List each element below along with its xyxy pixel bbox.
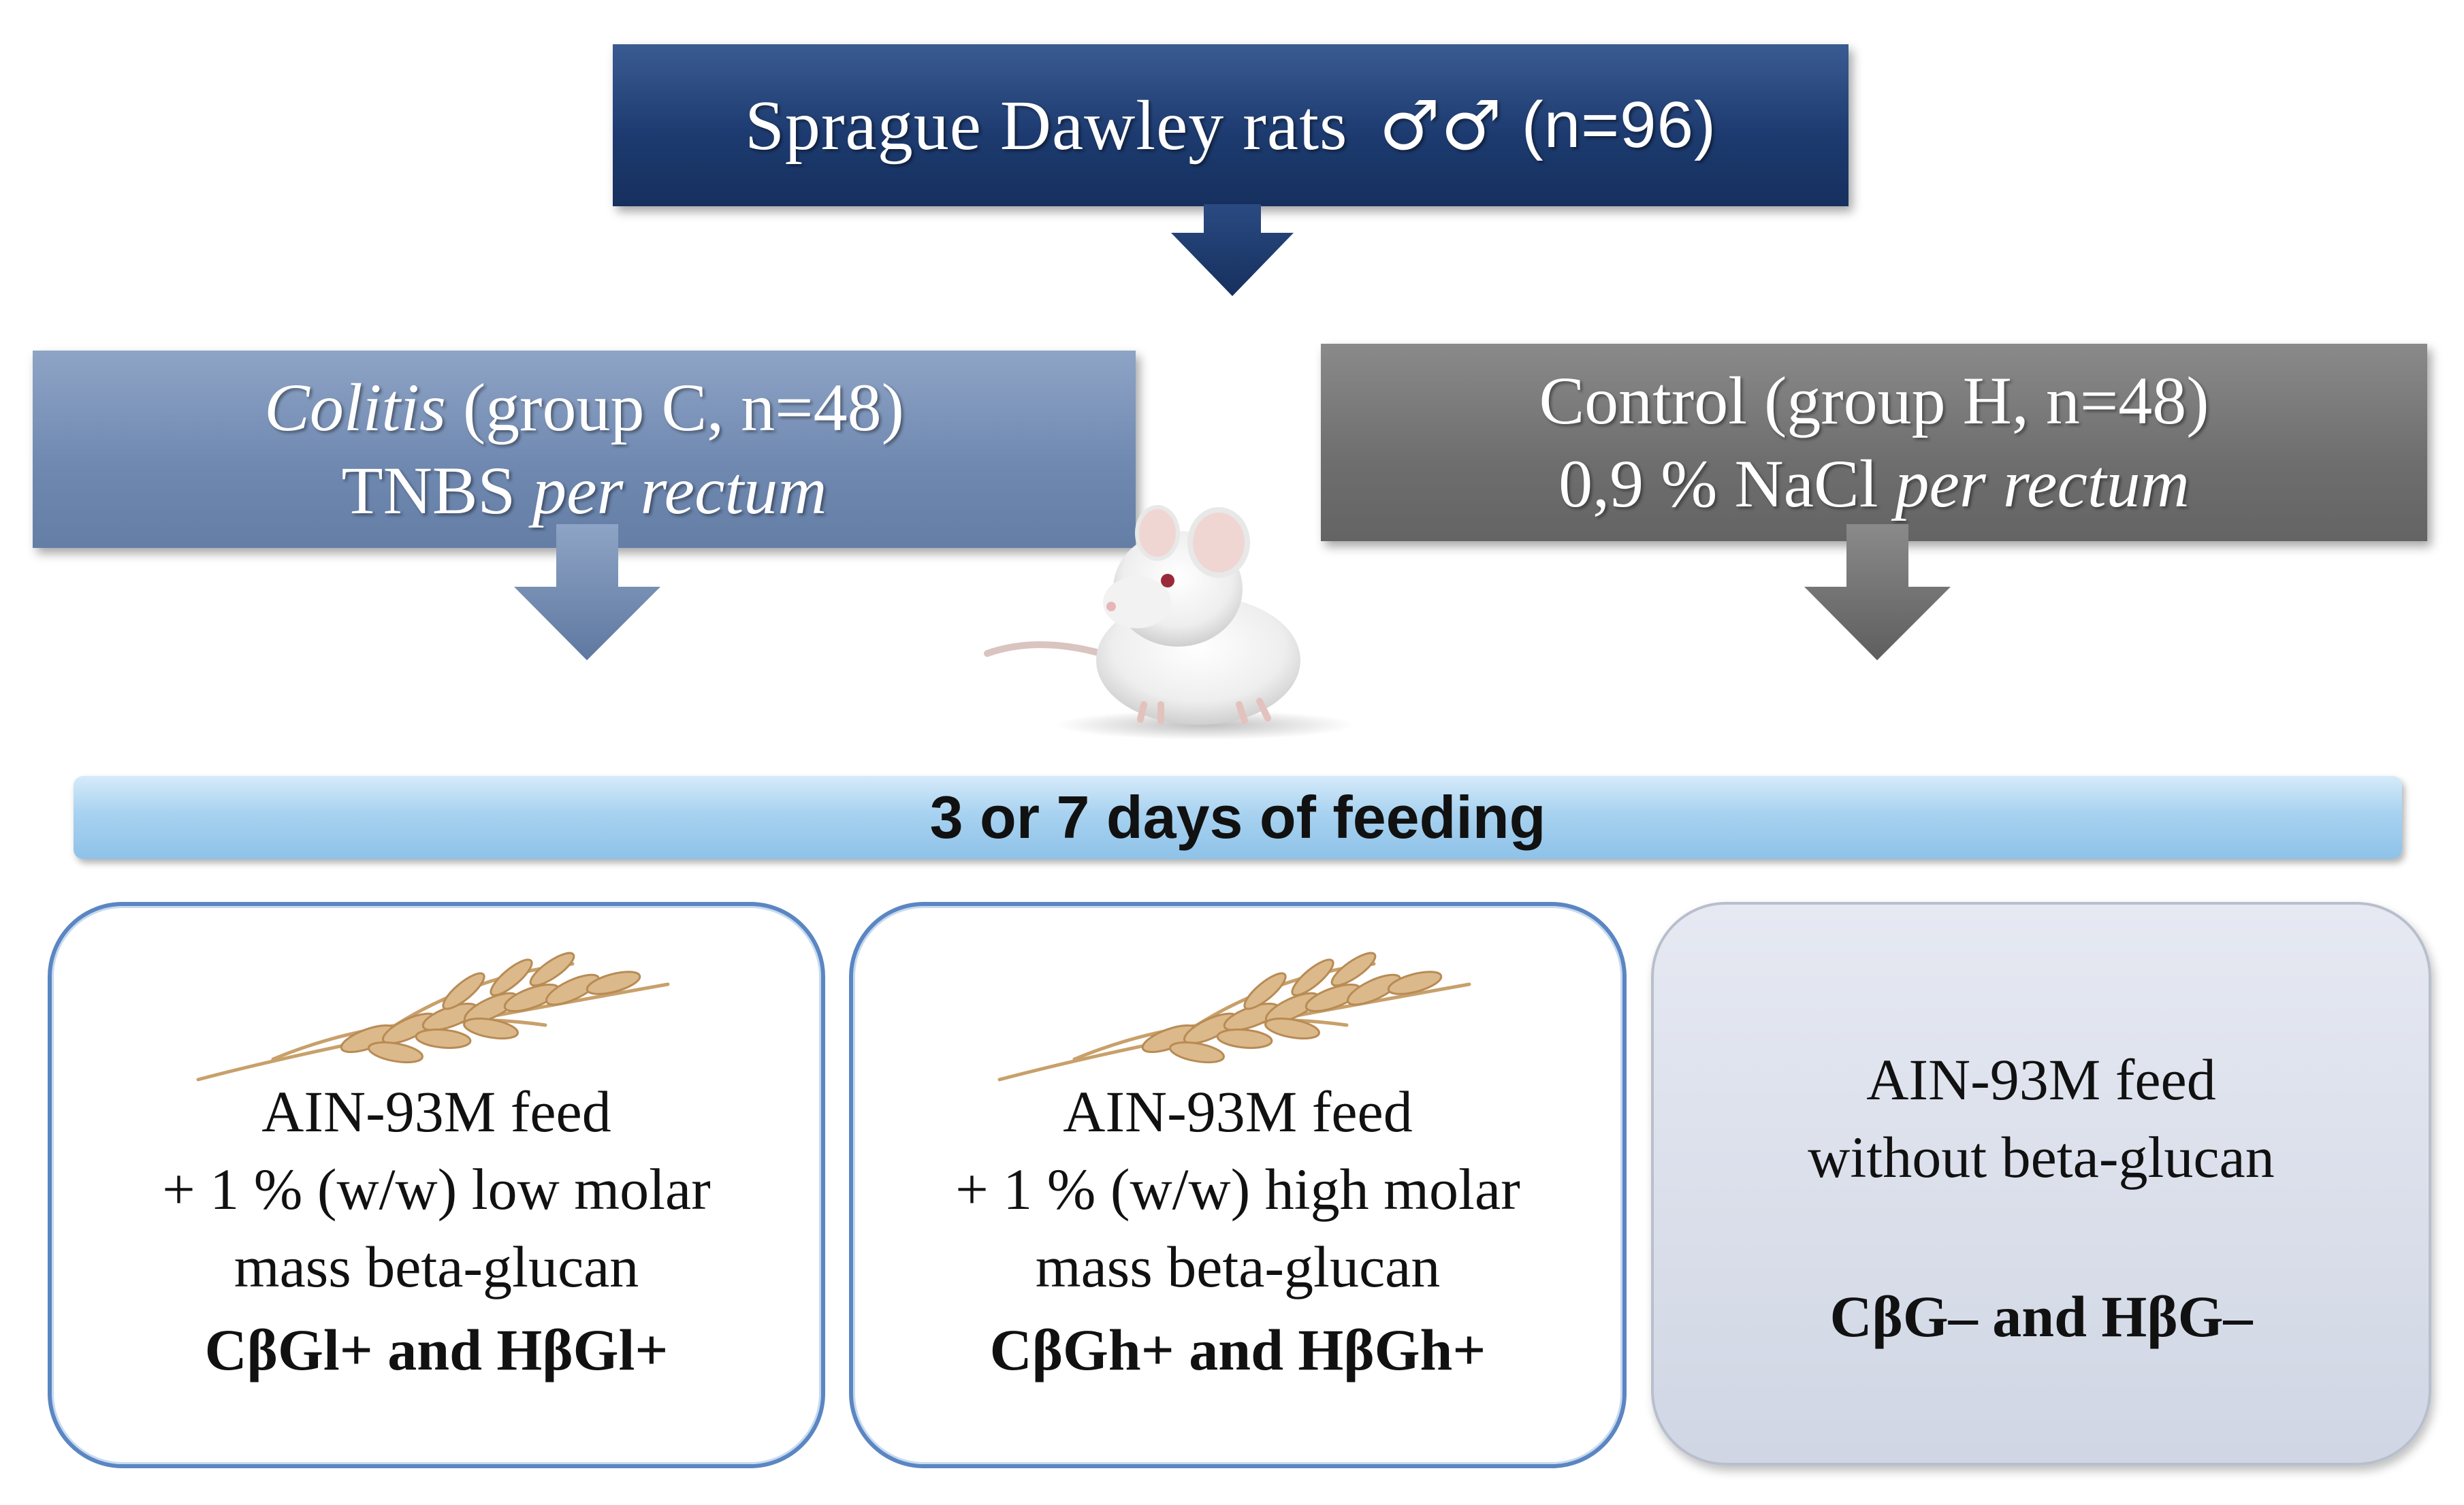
feeding-label: 3 or 7 days of feeding	[929, 783, 1546, 851]
top-box: Sprague Dawley rats ♂♂ (n=96)	[613, 44, 1849, 206]
control-agent: 0,9 % NaCl	[1558, 446, 1895, 521]
diet-1-line2: + 1 % (w/w) low molar	[162, 1156, 711, 1222]
top-title: Sprague Dawley rats	[745, 86, 1348, 165]
wheat-image	[196, 952, 670, 1082]
diet-2-line3: mass beta-glucan	[1035, 1234, 1441, 1299]
diet-box-high-molar: AIN-93M feed + 1 % (w/w) high molar mass…	[849, 902, 1627, 1468]
diet-2-line1: AIN-93M feed	[1063, 1079, 1413, 1144]
feeding-bar: 3 or 7 days of feeding	[74, 776, 2402, 859]
colitis-group-box: Colitis (group C, n=48) TNBS per rectum	[33, 351, 1136, 548]
colitis-arrow	[514, 524, 660, 660]
diet-1-groups: CβGl+ and HβGl+	[204, 1317, 669, 1382]
control-route: per rectum	[1895, 446, 2190, 521]
diet-1-line3: mass beta-glucan	[234, 1234, 639, 1299]
rat-image	[984, 505, 1355, 740]
diet-2-groups: CβGh+ and HβGh+	[989, 1317, 1486, 1382]
diet-box-low-molar: AIN-93M feed + 1 % (w/w) low molar mass …	[48, 902, 825, 1468]
diet-2-line2: + 1 % (w/w) high molar	[955, 1156, 1520, 1222]
wheat-image	[997, 952, 1471, 1082]
top-count: (n=96)	[1521, 88, 1716, 161]
diet-1-line1: AIN-93M feed	[261, 1079, 611, 1144]
diet-3-line1: AIN-93M feed	[1866, 1047, 2216, 1112]
colitis-detail: (group C, n=48)	[445, 370, 904, 445]
colitis-name: Colitis	[264, 370, 446, 445]
top-arrow	[1171, 204, 1294, 296]
colitis-route: per rectum	[532, 453, 827, 528]
diet-3-groups: CβG– and HβG–	[1829, 1284, 2253, 1349]
colitis-agent: TNBS	[341, 453, 533, 528]
control-name: Control (group H, n=48)	[1539, 363, 2209, 438]
male-symbol: ♂♂	[1379, 85, 1503, 165]
control-group-box: Control (group H, n=48) 0,9 % NaCl per r…	[1321, 344, 2427, 541]
control-arrow	[1804, 524, 1951, 660]
diet-box-no-glucan: AIN-93M feed without beta-glucan CβG– an…	[1651, 902, 2431, 1466]
diet-3-line2: without beta-glucan	[1808, 1124, 2275, 1190]
